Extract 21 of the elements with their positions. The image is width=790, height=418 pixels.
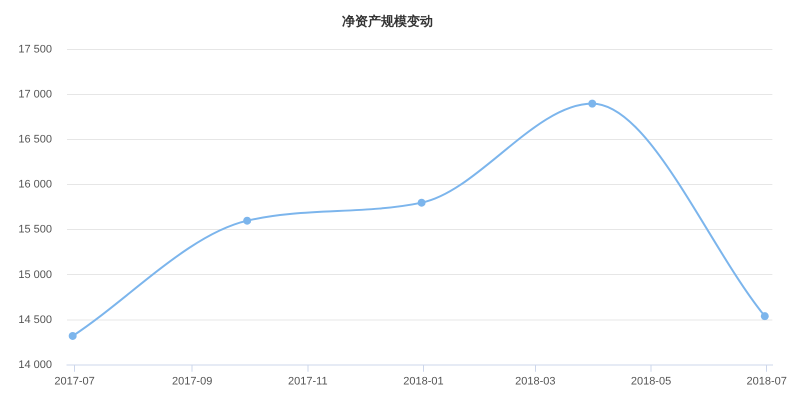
chart-title: 净资产规模变动 [342,13,433,28]
point [588,100,596,108]
point [418,198,426,207]
point [760,312,769,320]
y-tick-label: 15 500 [18,224,52,236]
x-tick-label: 2017-07 [54,375,95,388]
y-tick-label: 16 500 [18,134,52,146]
x-tick-label: 2017-11 [288,375,328,388]
y-tick-label: 15 000 [18,268,52,281]
x-tick-label: 2018-05 [630,375,672,388]
y-tick-label: 16 000 [18,178,52,191]
point [68,332,77,340]
y-tick-label: 17 000 [18,88,52,101]
y-tick-label: 14 500 [18,314,52,326]
y-tick-label: 17 500 [18,44,52,56]
point [243,216,252,225]
x-tick-label: 2017-09 [172,375,212,388]
x-tick-label: 2018-07 [746,375,787,388]
y-tick-label: 14 000 [18,358,52,371]
x-tick-label: 2018-03 [515,375,556,388]
x-tick-label: 2018-01 [403,375,444,388]
